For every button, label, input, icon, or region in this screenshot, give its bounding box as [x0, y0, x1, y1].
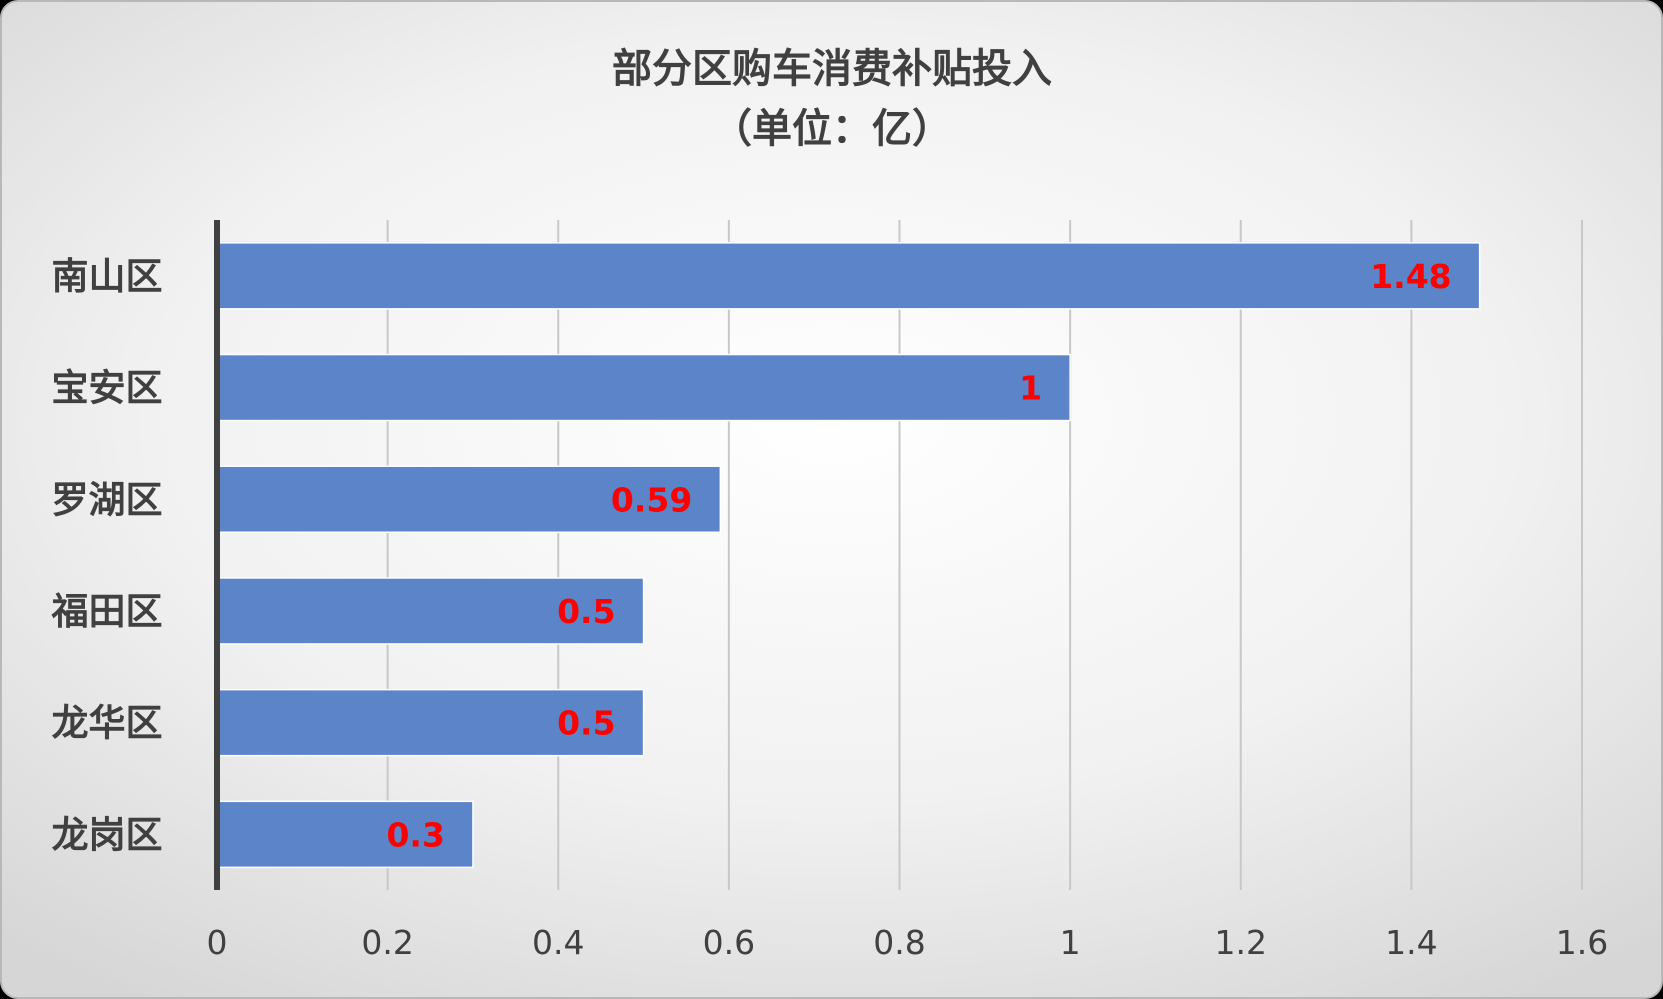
- gridlines: [386, 220, 1583, 890]
- bar: [216, 800, 474, 869]
- category-label: 南山区: [52, 255, 163, 298]
- data-label: 0.3: [386, 815, 444, 854]
- x-tick-label: 0.4: [532, 923, 584, 962]
- data-label: 0.59: [611, 480, 692, 519]
- category-label: 龙岗区: [52, 813, 163, 856]
- category-label: 宝安区: [52, 367, 163, 410]
- category-label: 罗湖区: [52, 478, 163, 521]
- x-tick-label: 0.6: [703, 923, 755, 962]
- chart-title: 部分区购车消费补贴投入: [612, 46, 1052, 92]
- x-tick-label: 1: [1060, 923, 1081, 962]
- x-tick-label: 1.4: [1385, 923, 1437, 962]
- category-label: 福田区: [51, 590, 163, 633]
- x-tick-label: 0.8: [873, 923, 925, 962]
- bar: [216, 242, 1481, 310]
- x-tick-label: 0: [207, 923, 228, 962]
- x-tick-label: 0.2: [361, 923, 413, 962]
- x-tick-label: 1.6: [1556, 923, 1608, 962]
- bar: [216, 353, 1071, 422]
- x-tick-label: 1.2: [1215, 923, 1267, 962]
- bar: [216, 577, 645, 645]
- data-label: 0.5: [557, 704, 615, 743]
- data-label: 0.5: [557, 592, 615, 631]
- category-label: 龙华区: [52, 702, 163, 745]
- bar: [216, 688, 645, 757]
- bars: 1.48 1 0.59 0.5 0.5 0.3: [216, 242, 1481, 869]
- x-axis-ticks: 0 0.2 0.4 0.6 0.8 1 1.2 1.4 1.6: [207, 923, 1609, 962]
- chart-subtitle: （单位：亿）: [712, 106, 952, 152]
- data-label: 1.48: [1370, 257, 1451, 296]
- data-label: 1: [1019, 369, 1042, 408]
